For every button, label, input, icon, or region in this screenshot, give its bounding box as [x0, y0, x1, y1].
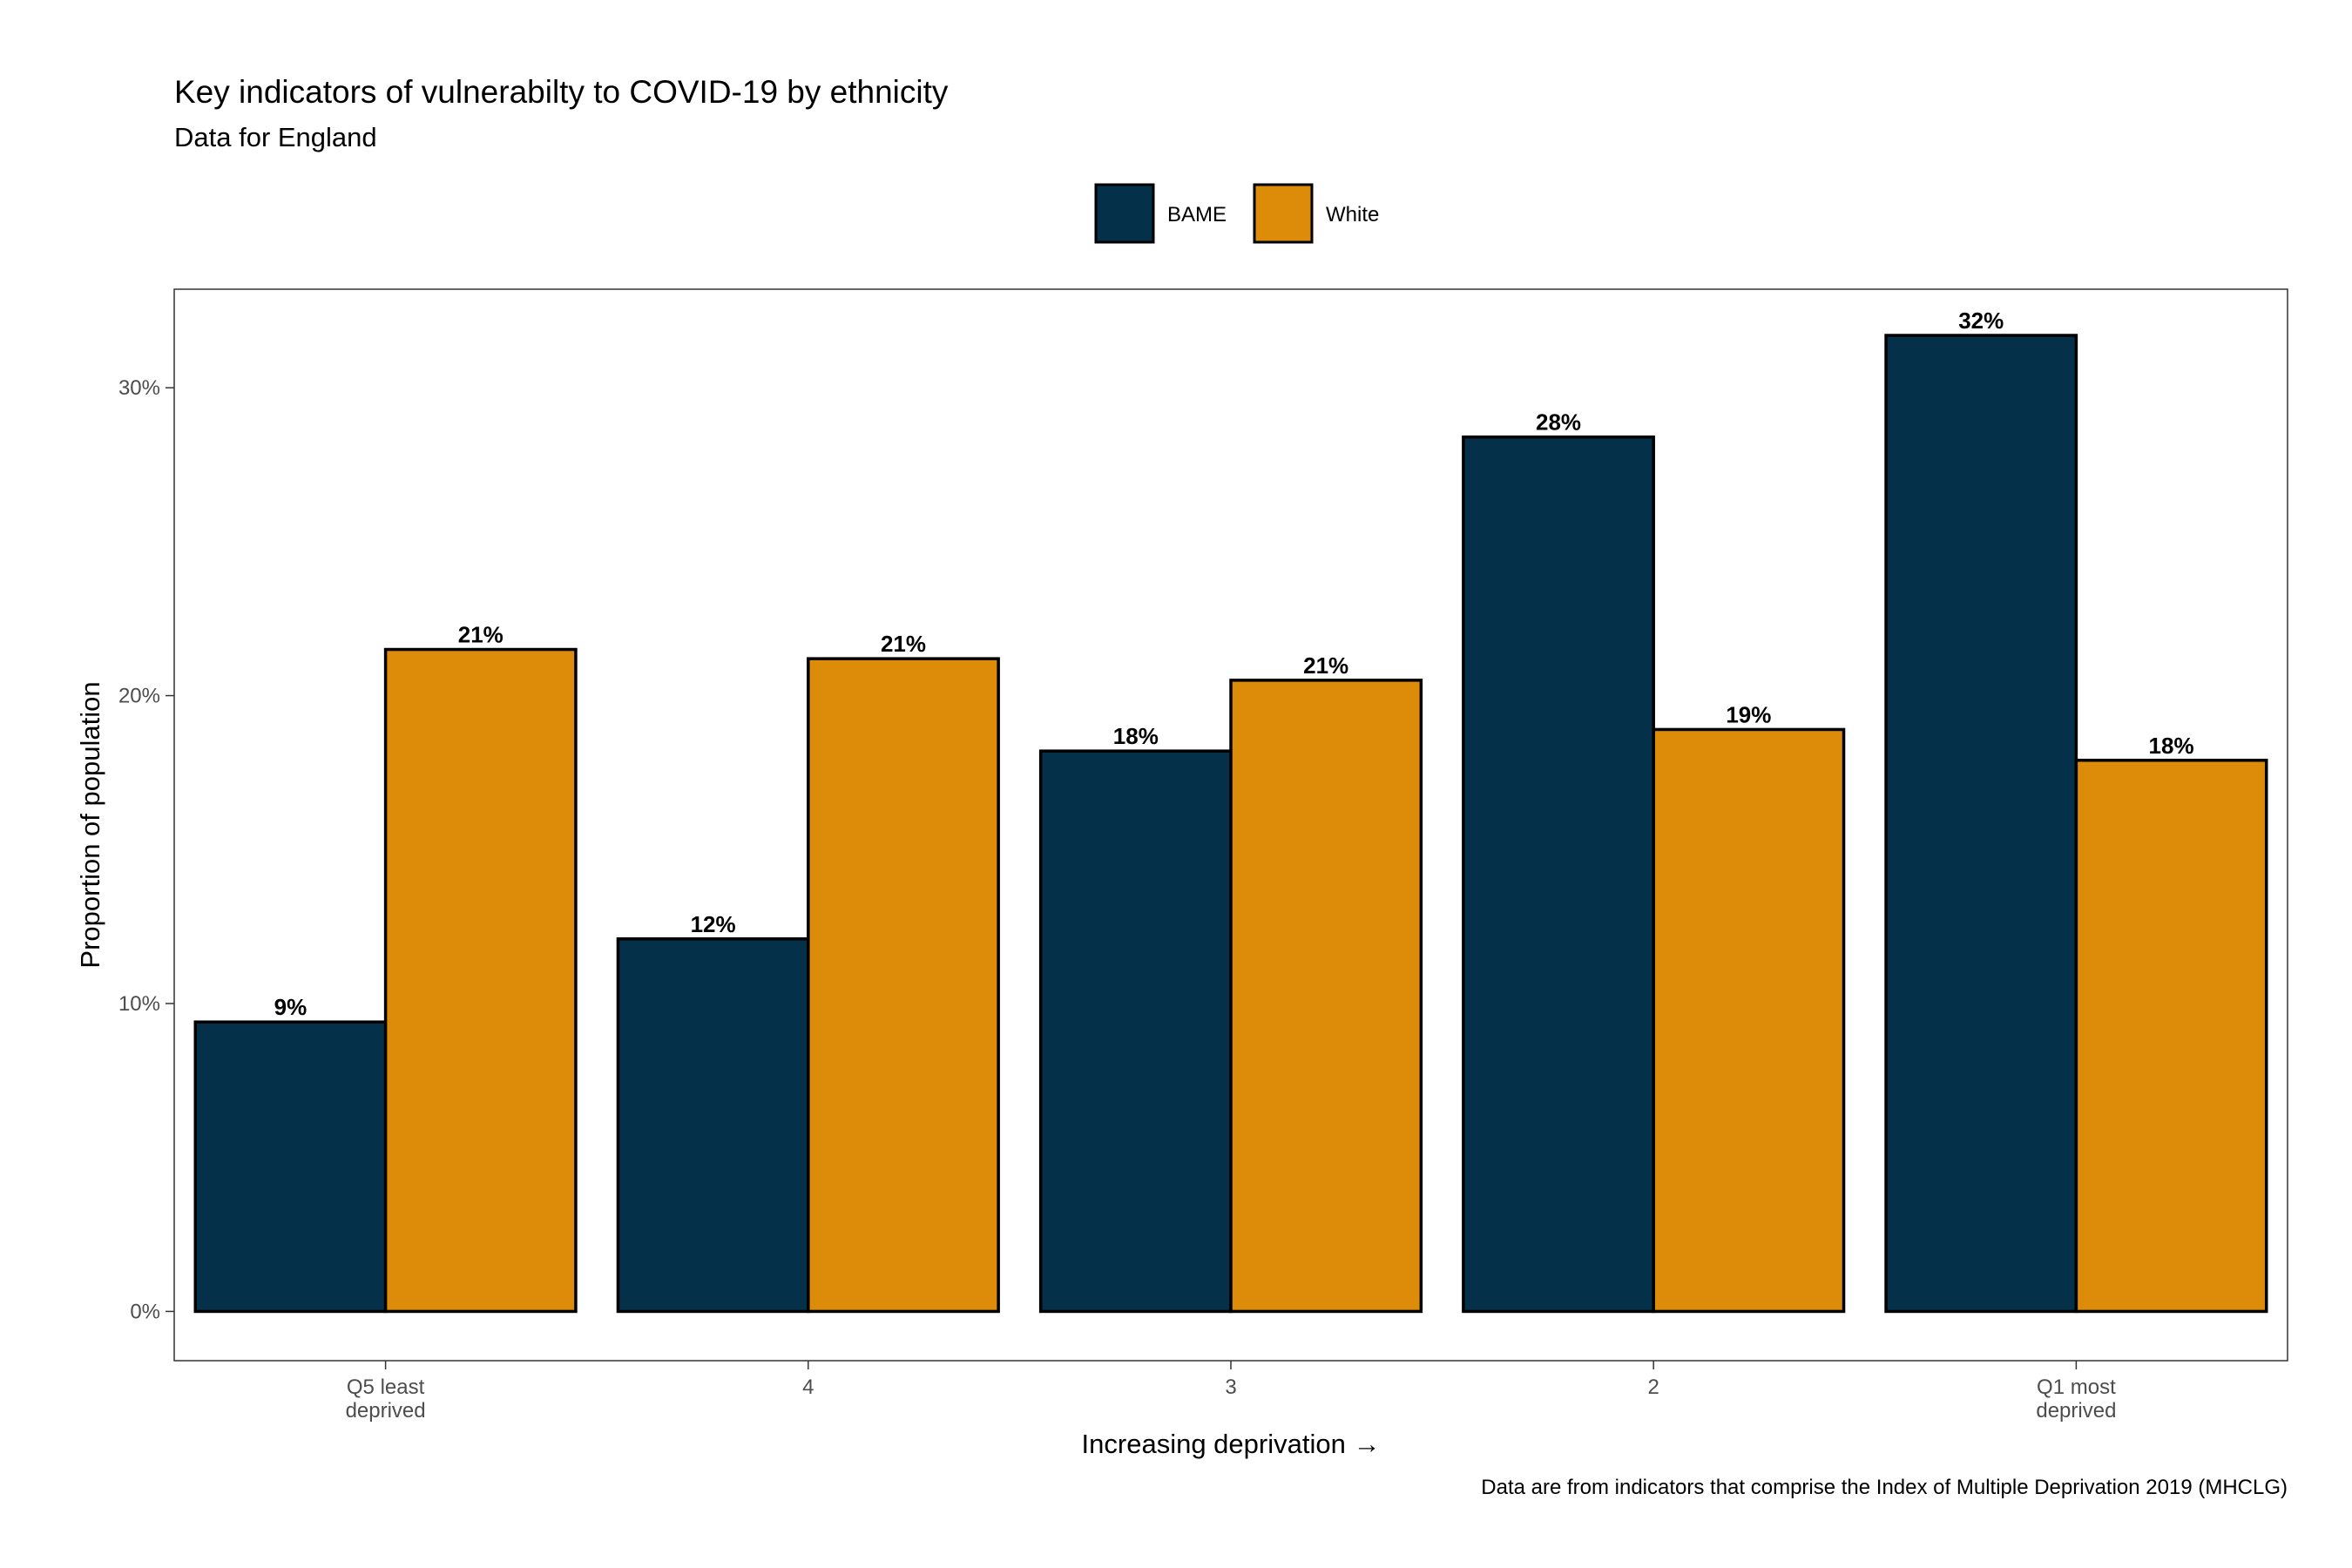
- y-tick-label: 0%: [130, 1300, 160, 1323]
- bars: [193, 334, 2268, 1314]
- bar-labels: 9% 21% 12% 21% 18% 21% 28% 19% 32% 18%: [274, 308, 2194, 1020]
- data-label-white-2: 21%: [881, 631, 926, 657]
- y-axis-title: Proportion of population: [75, 681, 105, 968]
- legend: BAME White: [1094, 183, 1379, 244]
- bar-white-2: [807, 657, 1000, 1314]
- data-label-white-1: 21%: [458, 622, 504, 648]
- data-label-bame-2: 12%: [691, 911, 736, 937]
- legend-key-white: [1253, 183, 1314, 244]
- data-label-bame-1: 9%: [274, 994, 308, 1020]
- x-tick-label: 4: [802, 1375, 814, 1399]
- bar-white-4: [1652, 727, 1846, 1314]
- data-label-bame-4: 28%: [1536, 409, 1581, 436]
- chart-title: Key indicators of vulnerabilty to COVID-…: [174, 74, 949, 110]
- data-label-bame-3: 18%: [1113, 723, 1159, 749]
- x-tick-label: Q1 most deprived: [2036, 1375, 2116, 1423]
- chart-caption: Data are from indicators that comprise t…: [1481, 1476, 2288, 1499]
- y-tick-label: 30%: [118, 376, 160, 400]
- bar-bame-3: [1038, 749, 1233, 1314]
- y-tick-label: 20%: [118, 685, 160, 708]
- legend-label-bame: BAME: [1167, 203, 1227, 226]
- bar-bame-2: [616, 937, 810, 1314]
- data-label-white-3: 21%: [1303, 652, 1348, 679]
- bar-bame-4: [1462, 435, 1655, 1314]
- x-axis-title: Increasing deprivation →: [1082, 1429, 1381, 1459]
- x-tick-label: Q5 least deprived: [346, 1375, 426, 1423]
- data-label-bame-5: 32%: [1958, 308, 2004, 334]
- bar-bame-5: [1884, 334, 2078, 1314]
- data-label-white-5: 18%: [2149, 733, 2194, 759]
- data-label-white-4: 19%: [1726, 701, 1771, 727]
- bar-white-3: [1229, 679, 1423, 1314]
- legend-key-bame: [1094, 183, 1155, 244]
- bar-white-5: [2074, 759, 2268, 1314]
- x-tick-label: 3: [1225, 1375, 1236, 1399]
- x-tick-label: 2: [1648, 1375, 1659, 1399]
- legend-label-white: White: [1326, 203, 1379, 226]
- x-axis: Q5 least deprived 4 3 2 Q1 most deprived: [346, 1361, 2116, 1423]
- y-tick-label: 10%: [118, 992, 160, 1016]
- bar-bame-1: [193, 1020, 388, 1314]
- y-axis: 0% 10% 20% 30%: [118, 376, 174, 1323]
- bar-white-1: [383, 647, 578, 1314]
- chart-subtitle: Data for England: [174, 122, 377, 152]
